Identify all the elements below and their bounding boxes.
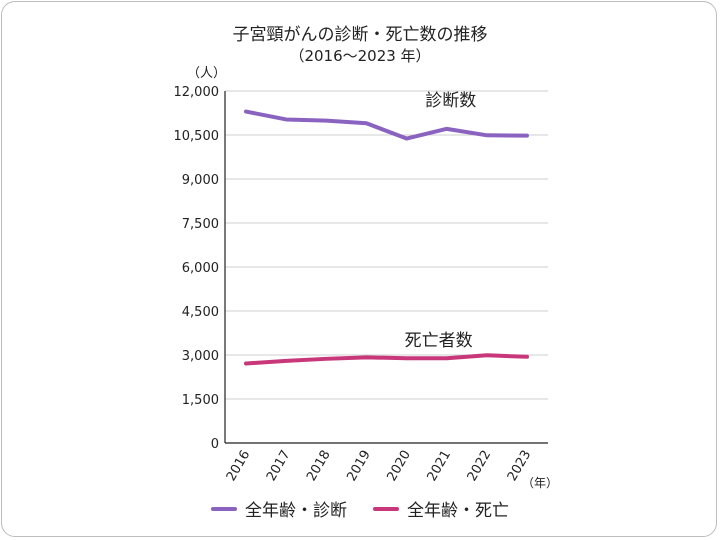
series-annotation-diagnosis: 診断数 (425, 91, 476, 111)
chart-title: 子宮頸がんの診断・死亡数の推移 (232, 25, 488, 45)
chart-subtitle: （2016～2023 年） (289, 47, 431, 65)
x-tick-label: 2022 (465, 448, 495, 484)
legend-label-diagnosis: 全年齢・診断 (245, 501, 347, 521)
x-tick-label: 2017 (264, 448, 294, 484)
y-tick-label: 10,500 (174, 129, 220, 144)
x-tick-label: 2018 (304, 448, 334, 484)
x-axis-unit: （年） (522, 476, 559, 490)
y-tick-label: 9,000 (182, 173, 219, 188)
y-tick-label: 6,000 (182, 261, 219, 276)
x-tick-label: 2023 (505, 448, 535, 484)
x-tick-label: 2016 (224, 448, 254, 484)
legend-swatch-death (373, 506, 399, 511)
legend-label-death: 全年齢・死亡 (407, 501, 509, 521)
legend-swatch-diagnosis (211, 506, 237, 511)
x-tick-label: 2020 (384, 448, 414, 484)
y-tick-label: 12,000 (174, 85, 220, 100)
series-annotation-death: 死亡者数 (405, 331, 473, 351)
y-tick-label: 4,500 (182, 305, 219, 320)
legend-item-diagnosis: 全年齢・診断 (211, 496, 347, 521)
y-tick-label: 3,000 (182, 349, 219, 364)
x-tick-label: 2021 (425, 448, 455, 484)
x-tick-label: 2019 (344, 448, 374, 484)
y-tick-label: 1,500 (182, 393, 219, 408)
y-tick-label: 7,500 (182, 217, 219, 232)
y-tick-label: 0 (211, 437, 219, 452)
legend-item-death: 全年齢・死亡 (373, 496, 509, 521)
series-line-death (244, 353, 529, 366)
series-line-diagnosis (244, 109, 529, 141)
y-axis-unit: （人） (187, 66, 227, 81)
legend: 全年齢・診断 全年齢・死亡 (0, 496, 720, 521)
